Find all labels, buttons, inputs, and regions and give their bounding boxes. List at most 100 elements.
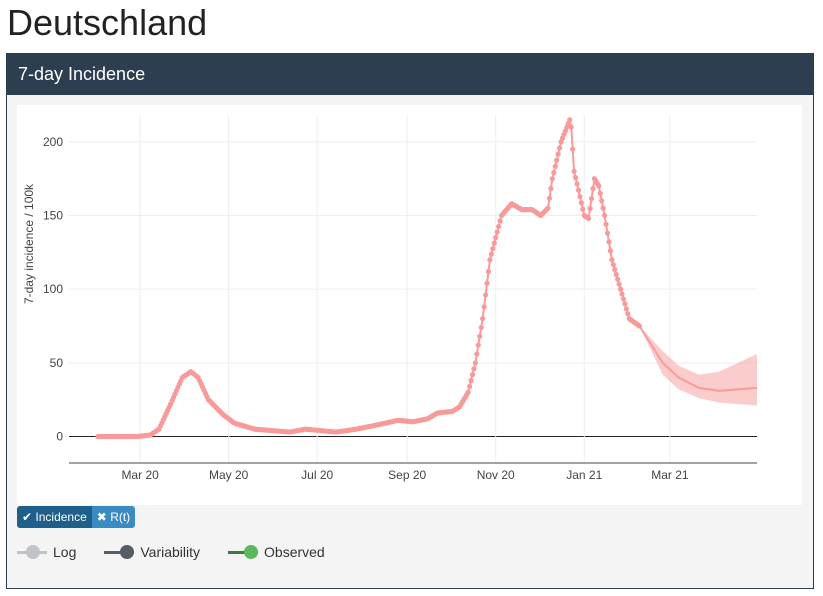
observed-point [570,146,576,152]
observed-point [485,268,492,275]
incidence-panel: 7-day Incidence 0 50 100 150 200 Mar 20 May 20… [6,53,814,589]
forecast-band [639,325,757,406]
observed-point [625,311,631,317]
log-label: Log [53,544,77,560]
observed-point [556,145,563,151]
variability-switch[interactable]: Variability [104,544,200,560]
observed-point [496,223,502,230]
y-tick-label: 0 [56,429,63,443]
observed-point [567,117,573,123]
observed-point [616,281,622,287]
observed-point [467,383,473,389]
observed-point [572,175,579,181]
x-tick-label: Jan 21 [566,468,602,482]
observed-point [484,280,490,286]
observed-point [609,257,615,263]
x-tick-label: Jul 20 [301,468,333,482]
y-tick-label: 50 [50,356,64,370]
incidence-toggle[interactable]: ✔ Incidence [17,506,92,528]
observed-point [606,239,612,245]
legend: Log Variability Observed [17,544,325,560]
observed-point [587,205,593,212]
toggle-group: ✔ Incidence ✖ R(t) [17,506,136,528]
observed-point [578,200,584,206]
observed-point [481,304,487,310]
x-tick-label: Sep 20 [388,468,426,482]
panel-header: 7-day Incidence [7,54,813,95]
observed-point [471,366,477,372]
observed-point [477,333,483,339]
log-switch[interactable]: Log [17,544,76,560]
observed-point [468,377,474,384]
observed-point [487,257,493,263]
observed-point [604,230,611,236]
observed-point [597,190,603,196]
observed-point [612,266,618,273]
observed-point [555,151,561,157]
observed-point [577,193,583,200]
observed-point [636,323,643,329]
x-icon: ✖ [96,510,107,524]
observed-point [617,286,624,292]
page-title: Deutschland [7,2,208,43]
observed-point [610,262,616,268]
observed-point [469,372,476,378]
observed-point [580,206,586,212]
observed-point [549,176,555,182]
incidence-chart[interactable]: 0 50 100 150 200 Mar 20 May 20 Jul 20 Sep 20 Nov … [17,105,802,505]
observed-point [623,306,629,312]
observed-point [545,205,551,211]
check-icon: ✔ [22,510,33,524]
observed-point [465,389,471,395]
observed-point [491,240,497,246]
observed-point [494,229,500,235]
observed-point [551,169,557,176]
observed-point [613,271,619,278]
variability-switch-icon [104,545,135,559]
variability-label: Variability [140,544,201,560]
rt-toggle[interactable]: ✖ R(t) [91,506,136,528]
observed-point [620,296,627,302]
observed-point [586,215,592,222]
y-axis-label: 7-day incidence / 100k [22,183,36,304]
incidence-label: Incidence [35,510,87,524]
observed-point [552,163,558,169]
x-tick-label: Mar 21 [651,468,689,482]
observed-point [601,212,608,219]
observed-point [568,124,574,130]
observed-point [615,276,621,282]
observed-point [482,292,489,298]
observed-point [590,186,596,192]
observed-switch-icon [228,545,259,559]
y-tick-label: 150 [43,208,63,222]
y-tick-label: 200 [43,135,63,149]
observed-point [478,324,484,331]
observed-point [554,157,560,163]
observed-point [548,185,554,192]
observed-point [574,181,580,187]
observed-point [603,221,609,227]
log-switch-icon [17,545,47,559]
x-tick-label: Nov 20 [477,468,515,482]
x-tick-label: May 20 [209,468,249,482]
observed-point [575,187,582,193]
chart-area: 0 50 100 150 200 Mar 20 May 20 Jul 20 Sep 20 Nov … [17,105,802,505]
observed-point [571,168,577,174]
y-tick-label: 100 [43,282,63,296]
observed-point [472,360,479,366]
observed-point [475,342,481,348]
observed-point [490,246,496,252]
observed-switch[interactable]: Observed [228,544,325,560]
observed-point [596,183,602,189]
observed-point [493,234,499,241]
observed-point [607,248,614,254]
observed-point [546,195,553,201]
observed-point [600,205,606,211]
observed-point [488,251,494,257]
observed-point [497,218,503,224]
forecast-line [638,325,758,392]
observed-point [474,351,480,357]
rt-label: R(t) [110,510,131,524]
observed-point [622,301,628,307]
observed-point [588,195,595,202]
